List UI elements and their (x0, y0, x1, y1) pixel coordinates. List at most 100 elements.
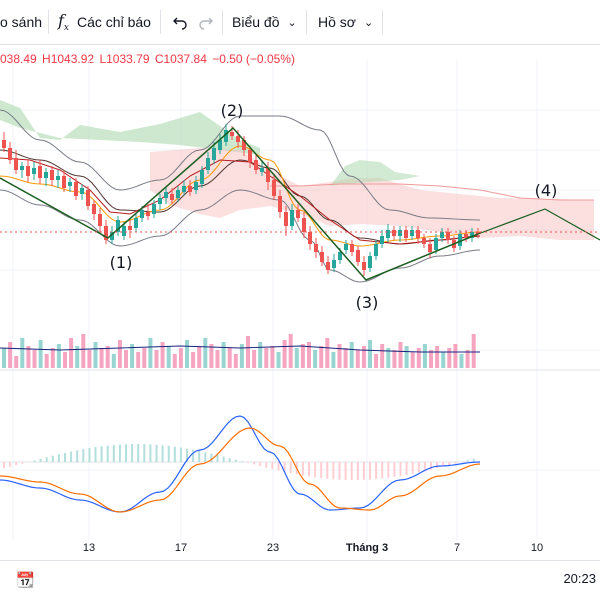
redo-icon (198, 14, 214, 30)
macd-histogram-bar (381, 462, 383, 478)
candle-body (248, 150, 252, 162)
volume-bar (57, 344, 61, 368)
indicators-label: Các chỉ báo (77, 14, 151, 30)
volume-bar (209, 344, 213, 368)
macd-histogram-bar (418, 462, 420, 472)
candle-body (2, 140, 6, 148)
candle-body (176, 190, 180, 198)
chevron-down-icon: ⌄ (364, 16, 373, 29)
volume-bar (100, 348, 104, 368)
volume-bar (447, 348, 451, 368)
volume-bar (185, 340, 189, 368)
volume-bar (258, 342, 262, 368)
calendar-range-icon[interactable]: 📆 (16, 571, 35, 589)
candle-body (134, 218, 138, 228)
macd-histogram-bar (40, 459, 42, 462)
candle-body (86, 190, 90, 206)
volume-bar (289, 334, 293, 368)
volume-bar (20, 338, 24, 368)
macd-histogram-bar (143, 444, 145, 462)
candle-body (122, 226, 126, 236)
macd-histogram-bar (247, 462, 249, 463)
macd-histogram-bar (174, 447, 176, 462)
wave-label: (1) (110, 253, 133, 272)
volume-bar (94, 342, 98, 368)
macd-histogram-bar (393, 462, 395, 477)
candle-body (20, 166, 24, 170)
macd-histogram-bar (131, 444, 133, 462)
volume-bar (368, 340, 372, 368)
candle-body (194, 182, 198, 190)
volume-bar (270, 346, 274, 368)
volume-bar (380, 344, 384, 368)
wave-label: (2) (221, 101, 244, 120)
candle-body (272, 180, 276, 196)
indicators-button[interactable]: fx Các chỉ báo (58, 0, 151, 44)
macd-histogram-bar (223, 457, 225, 462)
volume-bar (295, 348, 299, 368)
macd-histogram-bar (241, 461, 243, 462)
macd-histogram-bar (406, 462, 408, 475)
undo-button[interactable] (172, 0, 188, 44)
candle-body (50, 170, 54, 180)
macd-histogram-bar (180, 448, 182, 462)
candle-body (80, 188, 84, 194)
macd-histogram-bar (314, 462, 316, 477)
volume-bar (472, 334, 476, 368)
chart-type-button[interactable]: Biểu đồ ⌄ (232, 0, 297, 44)
candle-body (284, 212, 288, 226)
macd-histogram-bar (101, 446, 103, 462)
candle-body (368, 256, 372, 268)
volume-bar (33, 350, 37, 368)
candle-body (278, 196, 282, 212)
volume-bar (277, 352, 281, 368)
volume-bar (45, 354, 49, 368)
macd-histogram-bar (387, 462, 389, 478)
x-axis-label: 10 (531, 542, 543, 554)
candle-body (254, 160, 258, 170)
volume-bar (417, 348, 421, 368)
volume-bar (118, 340, 122, 368)
toolbar-divider (48, 10, 49, 34)
candle-body (338, 252, 342, 260)
volume-bar (460, 354, 464, 368)
volume-bar (2, 348, 6, 368)
volume-bar (136, 352, 140, 368)
redo-button[interactable] (198, 0, 214, 44)
volume-bar (197, 346, 201, 368)
macd-histogram-bar (125, 444, 127, 462)
candle-body (140, 210, 144, 218)
profile-button[interactable]: Hồ sơ ⌄ (318, 0, 373, 44)
candle-body (164, 192, 168, 198)
compare-button[interactable]: o sánh (0, 0, 42, 44)
volume-bar (222, 342, 226, 368)
candle-body (44, 172, 48, 178)
volume-bar (423, 344, 427, 368)
macd-histogram-bar (357, 462, 359, 480)
toolbar-divider (382, 10, 383, 34)
volume-bar (362, 346, 366, 368)
macd-histogram-bar (369, 462, 371, 479)
volume-bar (51, 348, 55, 368)
candle-body (188, 186, 192, 192)
candle-body (62, 176, 66, 188)
volume-bar (112, 354, 116, 368)
candle-body (158, 198, 162, 204)
macd-histogram-bar (363, 462, 365, 480)
volume-bar (8, 342, 12, 368)
volume-bar (392, 350, 396, 368)
candle-body (296, 210, 300, 218)
volume-bar (356, 350, 360, 368)
candle-body (374, 244, 378, 256)
candle-body (182, 186, 186, 192)
macd-histogram-bar (52, 456, 54, 462)
macd-histogram-bar (198, 451, 200, 462)
macd-histogram-bar (302, 462, 304, 475)
macd-histogram-bar (229, 458, 231, 462)
candle-body (290, 210, 294, 226)
volume-bar (350, 342, 354, 368)
macd-histogram-bar (82, 449, 84, 462)
candle-body (434, 238, 438, 250)
volume-bar (14, 356, 18, 368)
